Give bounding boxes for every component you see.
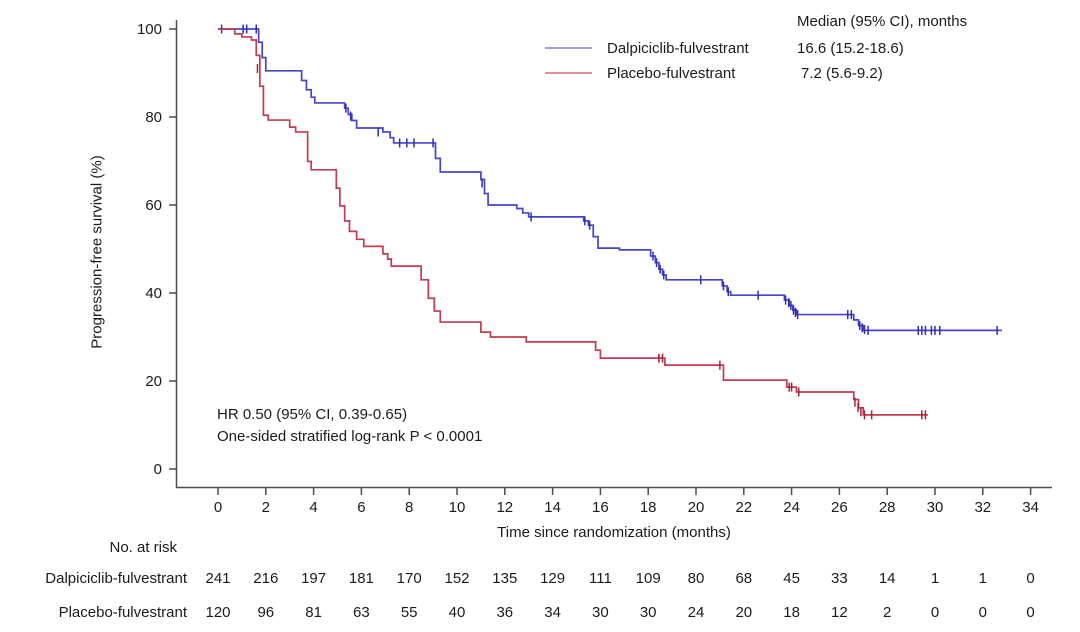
legend-median-header: Median (95% CI), months <box>797 13 968 30</box>
x-tick-label: 6 <box>357 499 365 516</box>
risk-count: 68 <box>735 570 752 587</box>
risk-count: 24 <box>688 604 705 621</box>
risk-count: 45 <box>783 570 800 587</box>
legend-label-dalpiciclib: Dalpiciclib-fulvestrant <box>607 40 749 57</box>
risk-count: 120 <box>205 604 230 621</box>
x-tick-label: 4 <box>309 499 317 516</box>
risk-count: 0 <box>1026 570 1034 587</box>
risk-count: 80 <box>688 570 705 587</box>
risk-count: 216 <box>253 570 278 587</box>
risk-count: 0 <box>979 604 987 621</box>
risk-count: 181 <box>349 570 374 587</box>
risk-count: 63 <box>353 604 370 621</box>
annotation-hazard-ratio: HR 0.50 (95% CI, 0.39-0.65) <box>217 406 408 423</box>
x-tick-label: 20 <box>688 499 705 516</box>
risk-count: 241 <box>205 570 230 587</box>
risk-count: 2 <box>883 604 891 621</box>
legend-line-placebo-icon <box>545 72 592 74</box>
y-tick-label: 40 <box>145 285 162 302</box>
risk-count: 1 <box>979 570 987 587</box>
risk-count: 109 <box>636 570 661 587</box>
x-tick-label: 18 <box>640 499 657 516</box>
y-tick-label: 60 <box>145 197 162 214</box>
legend-median-dalpiciclib: 16.6 (15.2-18.6) <box>797 40 904 57</box>
risk-count: 0 <box>931 604 939 621</box>
x-tick-label: 26 <box>831 499 848 516</box>
survival-curve-placebo-fulvestrant <box>218 28 928 416</box>
y-tick-label: 80 <box>145 109 162 126</box>
legend-label-placebo: Placebo-fulvestrant <box>607 65 736 82</box>
risk-count: 14 <box>879 570 896 587</box>
risk-count: 12 <box>831 604 848 621</box>
risk-count: 33 <box>831 570 848 587</box>
risk-count: 55 <box>401 604 418 621</box>
risk-count: 20 <box>735 604 752 621</box>
x-tick-label: 16 <box>592 499 609 516</box>
y-tick-label: 20 <box>145 373 162 390</box>
legend-line-dalpiciclib-icon <box>545 47 592 49</box>
risk-count: 0 <box>1026 604 1034 621</box>
risk-count: 34 <box>544 604 561 621</box>
risk-count: 1 <box>931 570 939 587</box>
risk-count: 96 <box>257 604 274 621</box>
x-tick-label: 32 <box>974 499 991 516</box>
x-tick-label: 0 <box>214 499 222 516</box>
x-tick-label: 14 <box>544 499 561 516</box>
risk-count: 197 <box>301 570 326 587</box>
y-tick-label: 0 <box>154 461 162 478</box>
x-tick-label: 10 <box>449 499 466 516</box>
x-tick-label: 30 <box>927 499 944 516</box>
risk-count: 129 <box>540 570 565 587</box>
risk-count: 30 <box>592 604 609 621</box>
risk-count: 40 <box>449 604 466 621</box>
risk-count: 111 <box>589 570 612 587</box>
risk-table-title: No. at risk <box>109 539 177 556</box>
x-tick-label: 2 <box>262 499 270 516</box>
legend-median-placebo: 7.2 (5.6-9.2) <box>801 65 883 82</box>
x-tick-label: 24 <box>783 499 800 516</box>
x-tick-label: 22 <box>735 499 752 516</box>
annotation-pvalue: One-sided stratified log-rank P < 0.0001 <box>217 428 483 445</box>
risk-count: 30 <box>640 604 657 621</box>
x-axis-label: Time since randomization (months) <box>497 524 731 541</box>
y-axis-label: Progression-free survival (%) <box>88 155 106 349</box>
y-tick-label: 100 <box>137 21 162 38</box>
risk-row-label-placebo: Placebo-fulvestrant <box>58 604 187 621</box>
risk-count: 18 <box>783 604 800 621</box>
risk-count: 36 <box>496 604 513 621</box>
x-tick-label: 34 <box>1022 499 1039 516</box>
risk-count: 152 <box>444 570 469 587</box>
risk-count: 81 <box>305 604 322 621</box>
x-tick-label: 28 <box>879 499 896 516</box>
risk-count: 170 <box>397 570 422 587</box>
survival-curve-dalpiciclib-fulvestrant <box>218 28 1002 332</box>
x-tick-label: 8 <box>405 499 413 516</box>
risk-count: 135 <box>492 570 517 587</box>
x-tick-label: 12 <box>496 499 513 516</box>
risk-row-label-dalpiciclib: Dalpiciclib-fulvestrant <box>45 570 187 587</box>
